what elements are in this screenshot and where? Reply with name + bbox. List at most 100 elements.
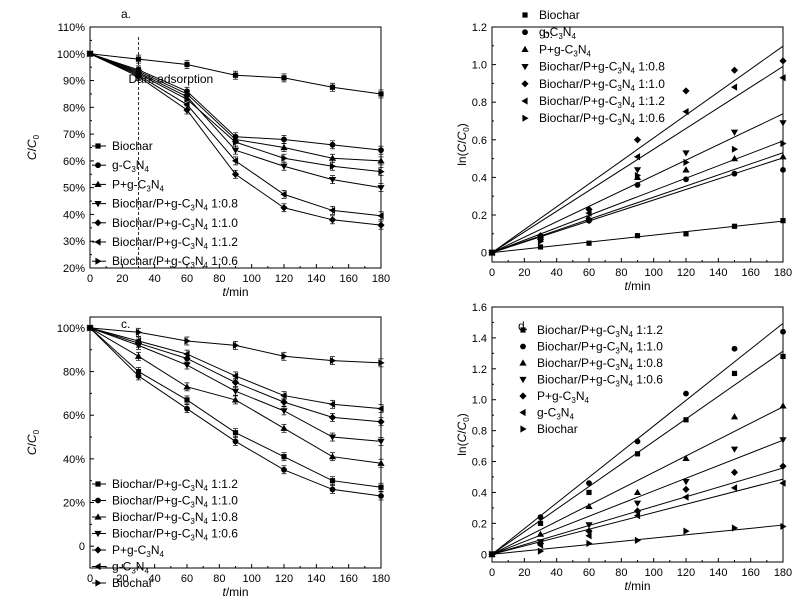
legend-prefix: Biochar/P+g-C [537,373,616,387]
data-point [329,162,337,170]
y-axis-label-c0: C [455,421,469,430]
legend-marker [94,201,102,208]
data-point [731,524,739,532]
panel-2: 0 20 40 60 80 100 120 140 160 18000.20.40.60.81.0… [455,8,792,293]
legend-label: Biochar/P+g-C3N4 1:1.0 [112,494,238,510]
data-point [536,233,544,242]
legend-suffix: N [622,77,631,91]
data-point [281,136,287,143]
data-point [134,352,143,359]
data-point [184,61,190,68]
x-tick-label: 100 [242,273,260,285]
legend-suffix: N [622,60,631,74]
x-tick-label: 160 [741,267,759,279]
legend-marker [94,238,101,246]
data-point [378,493,384,499]
legend-prefix: Biochar [539,8,580,22]
legend-label: P+g-C3N4 [537,389,589,405]
data-point [183,101,190,109]
legend-marker [94,513,102,520]
x-tick-label: 80 [213,573,225,585]
legend-tail: 1:0.6 [633,373,663,387]
legend-sub: 3 [617,67,622,76]
y-tick-label: 50% [63,183,85,195]
legend-label: Biochar [539,8,580,22]
legend-marker [519,376,527,384]
data-point [183,362,191,369]
data-point [280,424,288,431]
y-tick-label: 110% [58,22,86,34]
data-point [586,215,593,223]
legend-marker [94,219,102,227]
data-point [135,56,142,62]
legend-tail: 1:1.0 [208,494,238,508]
y-tick-label: 80% [63,367,85,379]
data-point [231,372,239,380]
y-tick-label: 0.2 [472,210,487,222]
x-tick-label: 0 [87,573,93,585]
x-tick-label: 0 [489,567,495,579]
data-point [328,177,337,184]
x-axis-label-var: t [624,579,628,593]
data-point [731,170,738,177]
legend-marker [522,114,529,122]
legend-label: Biochar/P+g-C3N4 1:0.6 [539,111,665,127]
legend-label: Biochar/P+g-C3N4 1:1.0 [537,340,663,356]
legend-sub2: 4 [204,501,209,510]
legend-tail: 1:1.2 [633,323,663,337]
data-point [682,454,690,462]
data-point [779,437,787,444]
data-point [183,354,191,363]
data-point [633,167,642,174]
data-point [586,539,593,548]
legend-label: g-C3N4 [112,158,149,174]
data-point [281,75,287,81]
x-tick-label: 0 [489,267,495,279]
legend-marker [522,12,528,18]
data-point [779,120,787,127]
x-axis-label: t/min [624,279,650,293]
data-point [329,478,336,484]
x-tick-label: 20 [116,573,128,585]
series-7 [489,522,787,558]
y-tick-label: 0.4 [472,487,487,499]
x-tick-label: 20 [116,273,128,285]
data-point [633,512,641,520]
legend-suffix: N [620,373,629,387]
data-point [780,353,786,360]
x-tick-label: 180 [372,273,390,285]
data-point [682,166,690,173]
legend-label: Biochar [112,576,153,590]
data-point [536,530,545,537]
x-tick-label: 20 [518,567,530,579]
legend-marker [95,481,101,487]
data-point [683,231,689,237]
data-point [280,204,288,212]
data-point [585,502,593,509]
legend-sub2: 4 [631,101,636,110]
legend-suffix: N [622,111,631,125]
data-point [328,400,336,408]
y-tick-label: 30% [63,236,85,248]
data-point [682,150,690,157]
legend-suffix: N [561,406,570,420]
panel-label: c. [121,317,130,331]
legend-marker [94,562,101,571]
y-axis-label-c: C [25,446,39,455]
legend-prefix: Biochar/P+g-C [112,510,191,524]
legend-sub2: 4 [144,165,149,174]
y-axis-label-c0: C [455,131,469,140]
data-point [779,153,787,160]
data-point [232,438,239,445]
data-point [489,550,496,558]
legend-sub: 3 [190,517,195,526]
x-tick-label: 80 [615,267,627,279]
data-point [378,484,384,490]
legend-sub2: 4 [586,49,591,58]
annotation-text: Dark adsorption [129,72,214,86]
y-tick-label: 0.6 [472,457,487,469]
x-tick-label: 180 [372,573,390,585]
y-axis-label-c0: C [25,139,39,148]
panel-4: 0 20 40 60 80 100 120 140 160 18000.20.40.60.81.0… [455,302,792,593]
legend-sub: 3 [617,84,622,93]
